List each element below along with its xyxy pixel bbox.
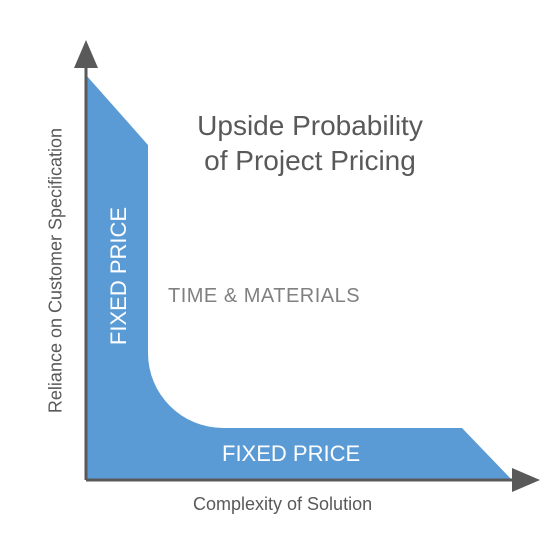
title-line-2: of Project Pricing — [150, 143, 470, 178]
title-line-1: Upside Probability — [150, 108, 470, 143]
fixed-price-label-horizontal: FIXED PRICE — [222, 441, 360, 467]
diagram-container: Reliance on Customer Specification Compl… — [0, 0, 560, 552]
x-axis-label: Complexity of Solution — [193, 494, 372, 515]
chart-title: Upside Probability of Project Pricing — [150, 108, 470, 178]
diagram-svg — [0, 0, 560, 552]
y-axis-arrowhead — [74, 40, 98, 68]
y-axis-label: Reliance on Customer Specification — [46, 101, 67, 441]
time-and-materials-label: TIME & MATERIALS — [168, 285, 360, 308]
fixed-price-label-vertical: FIXED PRICE — [106, 196, 132, 356]
x-axis-arrowhead — [512, 468, 540, 492]
